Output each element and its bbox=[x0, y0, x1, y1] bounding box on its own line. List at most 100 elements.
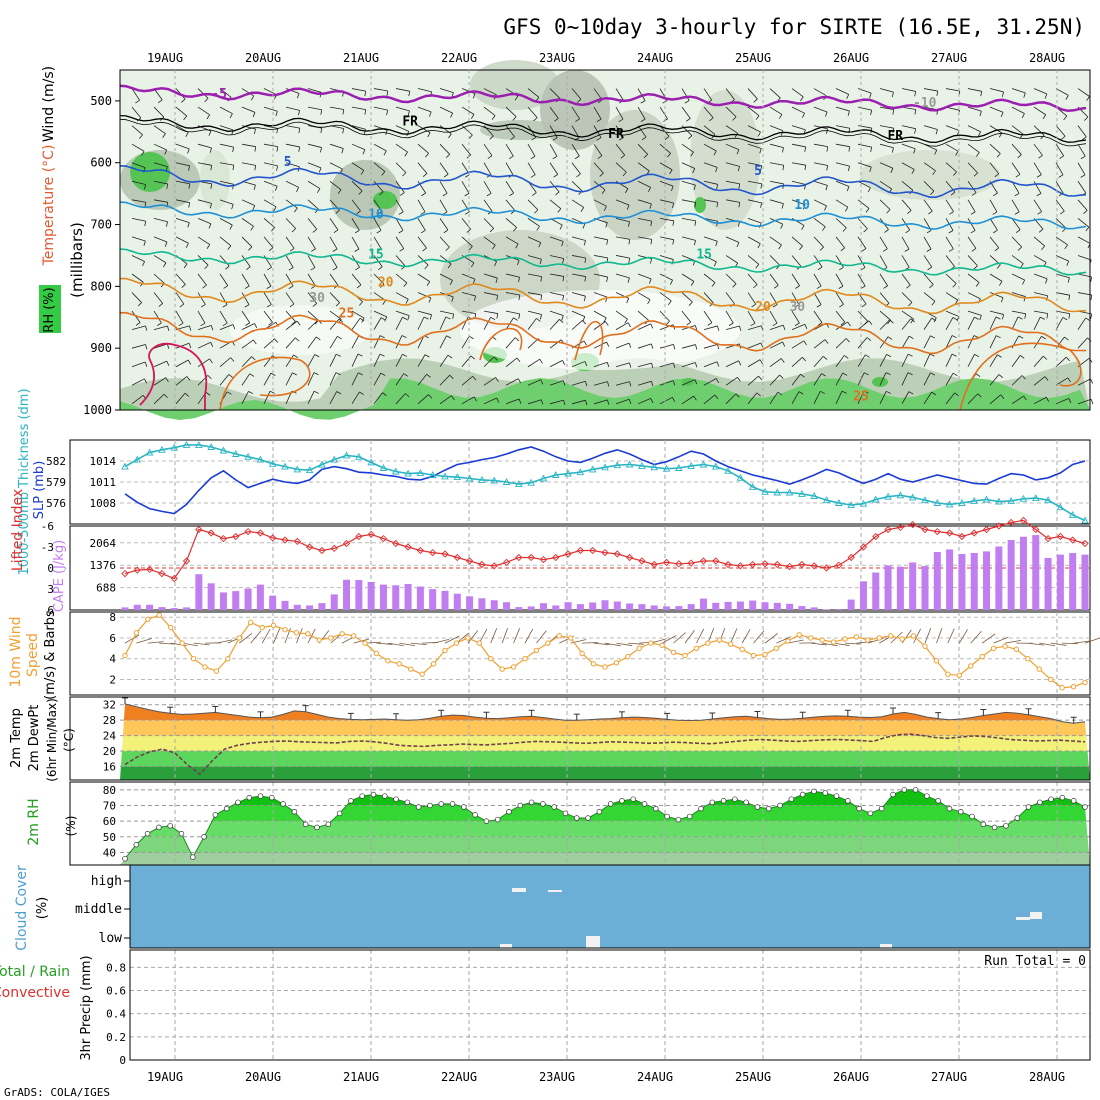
wind-barb bbox=[791, 391, 800, 405]
wind-barb bbox=[449, 280, 453, 286]
wind-barb bbox=[967, 255, 978, 267]
wind-barb bbox=[131, 378, 145, 386]
wind-speed-point bbox=[476, 640, 482, 646]
wind-barb bbox=[643, 154, 648, 159]
wind-barb bbox=[185, 243, 189, 248]
wind-barb bbox=[999, 281, 1003, 286]
thickness-point bbox=[576, 468, 585, 476]
li-point bbox=[404, 543, 412, 551]
li-point bbox=[909, 520, 917, 529]
wind-barb bbox=[313, 372, 319, 376]
wind-speed-point bbox=[156, 612, 162, 618]
thickness-point bbox=[539, 474, 548, 482]
wind-speed-point bbox=[842, 636, 848, 642]
wind-barb bbox=[725, 360, 739, 368]
wind-barb bbox=[769, 217, 783, 225]
cape-bar bbox=[576, 604, 584, 610]
rh-point bbox=[144, 830, 151, 837]
wind-barb bbox=[1055, 236, 1068, 246]
li-point bbox=[145, 565, 154, 574]
precip-tick-label: 0.4 bbox=[106, 1008, 126, 1021]
wind-barb bbox=[452, 313, 455, 319]
cloud-patch bbox=[1030, 912, 1042, 919]
wind-barb bbox=[527, 162, 536, 175]
wind-barb bbox=[637, 106, 646, 120]
li-point bbox=[342, 539, 351, 548]
wind-barb bbox=[989, 125, 1003, 134]
wind-barb bbox=[576, 173, 581, 178]
rh-point bbox=[935, 798, 941, 804]
rh-point bbox=[901, 787, 908, 793]
wind-barb bbox=[540, 379, 544, 385]
footer-credit: GrADS: COLA/IGES bbox=[4, 1086, 110, 1099]
wind-barb bbox=[901, 318, 912, 330]
wind-barb bbox=[1041, 336, 1046, 340]
wind-barb bbox=[772, 304, 778, 308]
wind-barb bbox=[373, 88, 388, 92]
wind-barb bbox=[879, 199, 891, 210]
wind-barb bbox=[329, 318, 340, 330]
wind-barb bbox=[335, 209, 340, 214]
wind-barb bbox=[285, 354, 294, 367]
wind-barb bbox=[552, 155, 558, 160]
rh-point bbox=[370, 791, 377, 798]
wind-barb bbox=[153, 393, 165, 405]
wind-barb bbox=[355, 266, 360, 271]
wind-barb bbox=[554, 118, 559, 122]
wind-barb bbox=[395, 181, 405, 193]
thickness-point bbox=[724, 466, 732, 474]
wind-barb bbox=[973, 265, 978, 270]
wind-barb bbox=[250, 630, 262, 644]
wind-barb bbox=[1090, 399, 1094, 405]
wind-barb bbox=[615, 398, 630, 405]
wind-barb bbox=[549, 162, 559, 175]
wind-barb bbox=[206, 114, 211, 120]
rh-point bbox=[415, 804, 422, 810]
rh-point bbox=[619, 798, 625, 804]
wind-barb bbox=[637, 162, 650, 172]
thickness-point bbox=[502, 478, 511, 485]
wind-barb bbox=[472, 93, 476, 99]
wind-barb bbox=[821, 373, 826, 377]
wind-barb bbox=[747, 310, 756, 324]
wind-barb bbox=[732, 116, 737, 121]
wind-barb bbox=[605, 321, 609, 326]
wind-barb bbox=[153, 143, 167, 151]
wind-barb bbox=[725, 393, 737, 405]
wind-barb bbox=[275, 111, 278, 117]
wind-barb bbox=[549, 292, 564, 296]
cape-bar bbox=[146, 604, 154, 610]
wind-barb bbox=[241, 373, 251, 386]
bottom-date-label: 23AUG bbox=[539, 1070, 575, 1084]
wind-barb bbox=[606, 362, 610, 368]
wind-barb bbox=[901, 162, 915, 170]
wind-barb bbox=[505, 273, 520, 278]
wind-barb bbox=[351, 180, 363, 192]
wind-barb bbox=[395, 393, 406, 405]
wind-barb bbox=[813, 236, 824, 248]
wind-barb bbox=[840, 321, 846, 326]
wind-barb bbox=[307, 273, 316, 287]
wind-barb bbox=[232, 147, 235, 153]
wind-barb bbox=[268, 321, 273, 326]
li-point bbox=[859, 543, 868, 551]
rh-point bbox=[302, 821, 309, 828]
rh-point bbox=[133, 841, 140, 848]
wind-barb bbox=[527, 338, 539, 349]
wind-barb bbox=[1033, 125, 1045, 136]
wind-barb bbox=[222, 304, 228, 308]
li-point bbox=[490, 562, 498, 570]
wind-barb bbox=[407, 110, 410, 116]
wind-barb bbox=[232, 165, 235, 171]
wind-barb bbox=[469, 335, 474, 340]
wind-barb bbox=[387, 642, 404, 647]
wind-barb bbox=[364, 91, 367, 97]
wind-barb bbox=[1080, 174, 1086, 178]
wind-barb bbox=[364, 109, 367, 115]
li-point bbox=[835, 561, 843, 569]
wind-speed-point bbox=[465, 635, 471, 641]
wind-barb bbox=[261, 629, 271, 644]
wind-barb bbox=[175, 143, 190, 150]
temp-axis-title-1: 2m Temp bbox=[9, 708, 24, 768]
wind-barb bbox=[549, 399, 564, 405]
